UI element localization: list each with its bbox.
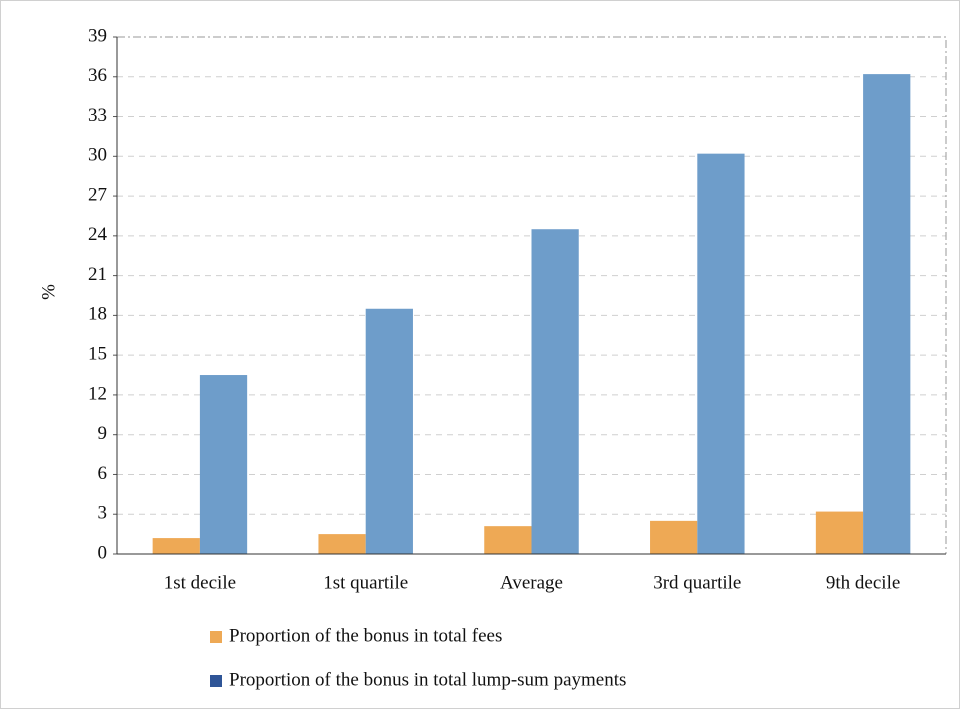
y-tick-label: 24 [88, 224, 108, 245]
y-tick-label: 3 [98, 503, 108, 524]
bar [484, 526, 532, 554]
y-tick-label: 9 [98, 423, 108, 444]
y-tick-label: 36 [88, 65, 107, 86]
y-tick-label: 33 [88, 105, 107, 126]
y-tick-label: 30 [88, 145, 107, 166]
bar [531, 229, 579, 554]
x-tick-label: 9th decile [826, 572, 900, 593]
legend-label: Proportion of the bonus in total lump-su… [229, 669, 626, 690]
bar [815, 511, 864, 554]
legend-swatch [210, 675, 222, 687]
bar [199, 375, 248, 554]
bar [650, 520, 698, 554]
bar [318, 534, 366, 554]
y-tick-label: 27 [88, 184, 107, 205]
legend-swatch [210, 631, 222, 643]
bar [152, 538, 200, 554]
y-tick-label: 12 [88, 383, 107, 404]
y-tick-label: 21 [88, 264, 107, 285]
y-tick-label: 6 [98, 463, 108, 484]
y-tick-label: 15 [88, 344, 107, 365]
x-tick-label: Average [500, 572, 563, 593]
x-tick-label: 1st quartile [323, 572, 408, 593]
legend-label: Proportion of the bonus in total fees [229, 625, 502, 646]
y-tick-label: 0 [98, 542, 108, 563]
y-axis-label: % [38, 284, 59, 300]
bar [863, 74, 911, 554]
x-tick-label: 3rd quartile [653, 572, 741, 593]
x-tick-label: 1st decile [164, 572, 236, 593]
plot-border [117, 36, 947, 554]
bar [365, 308, 413, 554]
bar [697, 153, 745, 554]
y-tick-label: 39 [88, 25, 107, 46]
y-tick-label: 18 [88, 304, 107, 325]
